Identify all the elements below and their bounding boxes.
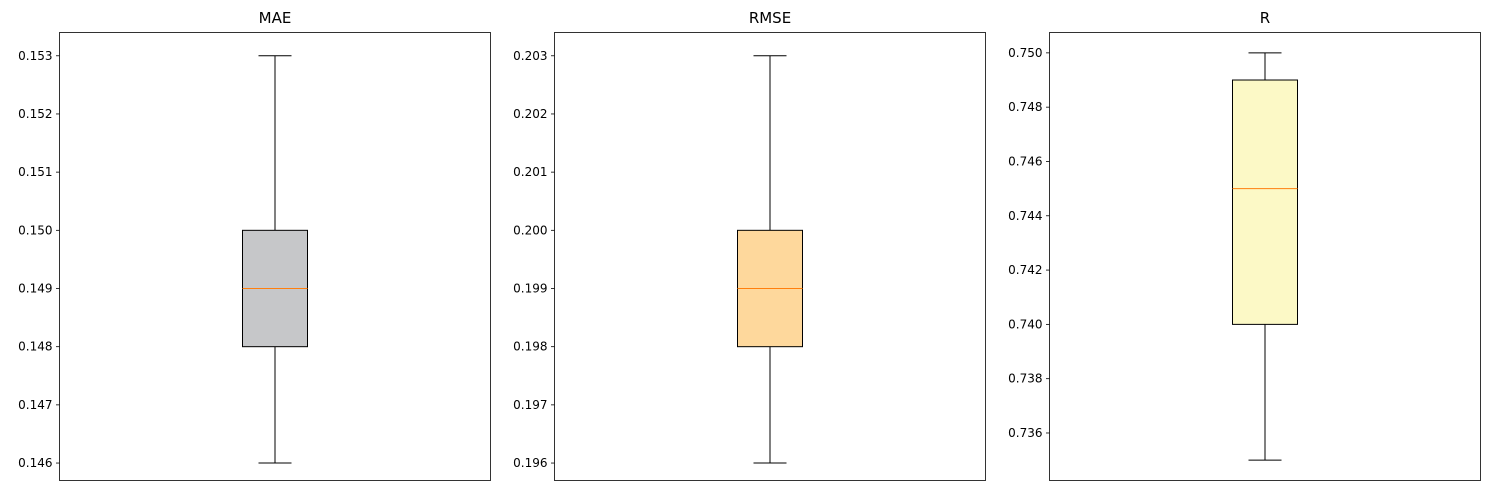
y-tick-label: 0.203 [513,49,547,63]
y-tick-label: 0.151 [18,165,52,179]
y-tick-label: 0.152 [18,107,52,121]
y-tick-label: 0.149 [18,282,52,296]
y-tick-label: 0.200 [513,223,547,237]
y-tick-label: 0.746 [1008,154,1042,168]
y-tick-label: 0.736 [1008,426,1042,440]
y-tick-label: 0.738 [1008,372,1042,386]
y-tick-label: 0.150 [18,223,52,237]
chart-title: RMSE [749,9,791,27]
y-tick-label: 0.198 [513,340,547,354]
y-tick-label: 0.744 [1008,209,1042,223]
subplot-mae: 0.146 0.147 0.148 0.149 0.150 0.151 0.152 0.153… [18,9,491,481]
y-tick-label: 0.199 [513,282,547,296]
subplot-rmse: 0.196 0.197 0.198 0.199 0.200 0.201 0.202 0.203… [513,9,986,481]
chart-title: R [1260,9,1270,27]
axes-frame [59,32,491,481]
subplot-r: 0.736 0.738 0.740 0.742 0.744 0.746 0.748 0.750… [1008,9,1481,481]
y-tick-label: 0.740 [1008,317,1042,331]
axes-frame [554,32,986,481]
y-tick-label: 0.750 [1008,46,1042,60]
iqr-box [1232,79,1298,325]
y-tick-label: 0.742 [1008,263,1042,277]
y-tick-label: 0.153 [18,49,52,63]
chart-title: MAE [259,9,292,27]
y-tick-label: 0.147 [18,398,52,412]
y-tick-label: 0.202 [513,107,547,121]
y-tick-label: 0.197 [513,398,547,412]
y-tick-label: 0.146 [18,456,52,470]
y-tick-label: 0.196 [513,456,547,470]
y-tick-label: 0.201 [513,165,547,179]
y-tick-label: 0.148 [18,340,52,354]
axes-frame [1049,32,1481,481]
y-tick-label: 0.748 [1008,100,1042,114]
